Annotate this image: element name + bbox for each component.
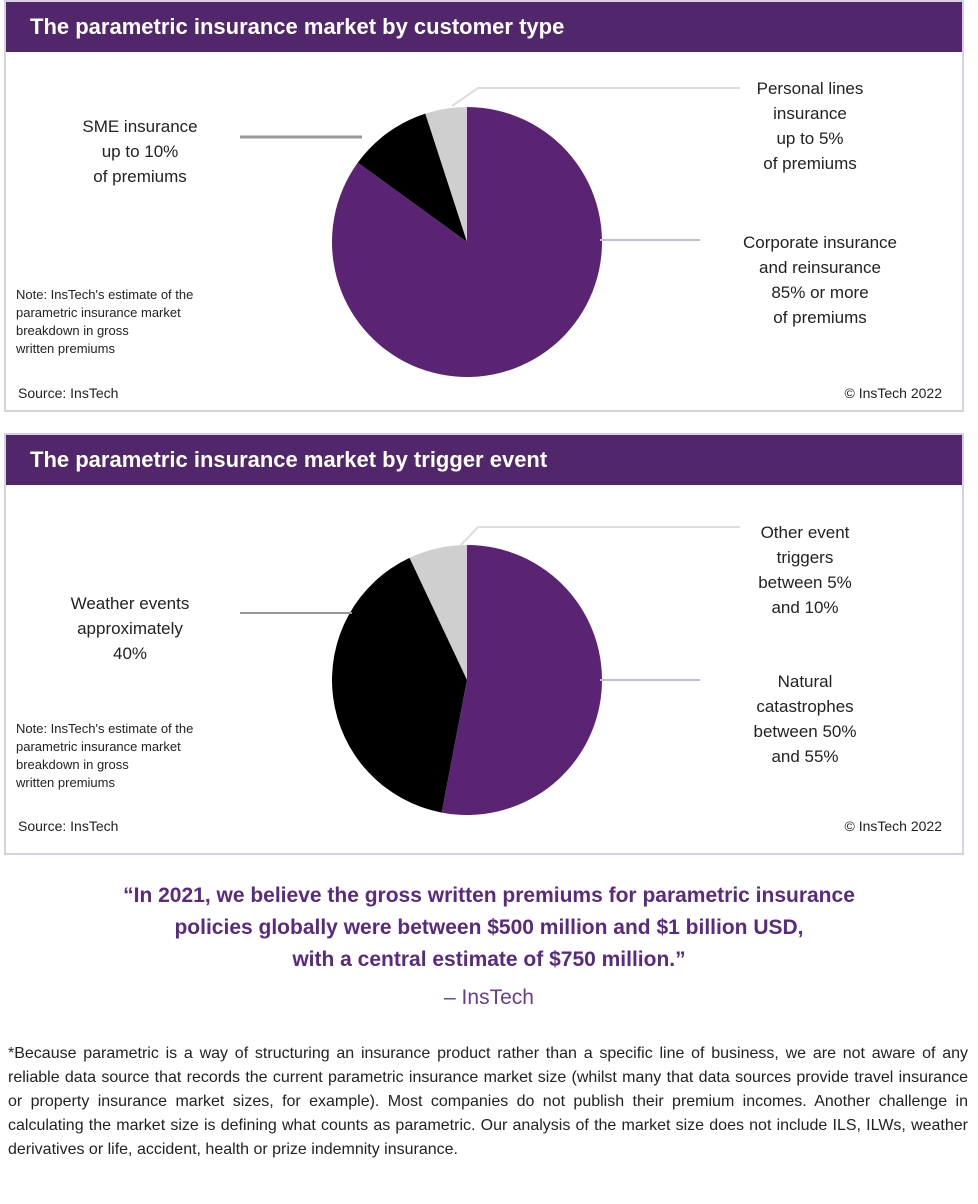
pie-slice-sme-insurance xyxy=(357,113,467,243)
leader-line xyxy=(459,526,740,547)
leader-line xyxy=(451,87,740,107)
natural-label: Natural catastrophes between 50% and 55% xyxy=(753,672,857,766)
corporate-label: Corporate insurance and reinsurance 85% or… xyxy=(742,233,898,327)
copyright: © InsTech 2022 xyxy=(844,385,943,401)
chart-title: The parametric insurance market by trigg… xyxy=(6,435,962,485)
pie-slice-weather-events xyxy=(332,557,467,813)
other-label: Other event triggers between 5% and 10% xyxy=(758,523,852,617)
pull-quote: “In 2021, we believe the gross written p… xyxy=(123,884,855,971)
sme-label: SME insurance up to 10% of premiums xyxy=(82,117,198,186)
note: Note: InsTech's estimate of the parametri… xyxy=(16,721,194,790)
pie-slice-personal-lines-insurance xyxy=(425,107,467,242)
quote-attribution: – InsTech xyxy=(444,986,534,1009)
pie-slice-corporate-insurance-and-reinsurance xyxy=(332,107,602,377)
personal-label: Personal lines insurance up to 5% of premiu… xyxy=(756,79,864,173)
copyright: © InsTech 2022 xyxy=(844,818,943,834)
chart-title: The parametric insurance market by custo… xyxy=(6,2,962,52)
pie-slice-natural-catastrophes xyxy=(441,545,602,815)
pie-charts xyxy=(240,87,740,815)
source: Source: InsTech xyxy=(18,385,119,401)
footnote: *Because parametric is a way of structur… xyxy=(8,1045,968,1158)
pie-slice-other-event-triggers xyxy=(409,545,467,680)
weather-label: Weather events approximately 40% xyxy=(70,594,190,663)
source: Source: InsTech xyxy=(18,818,119,834)
note: Note: InsTech's estimate of the parametri… xyxy=(16,287,194,356)
